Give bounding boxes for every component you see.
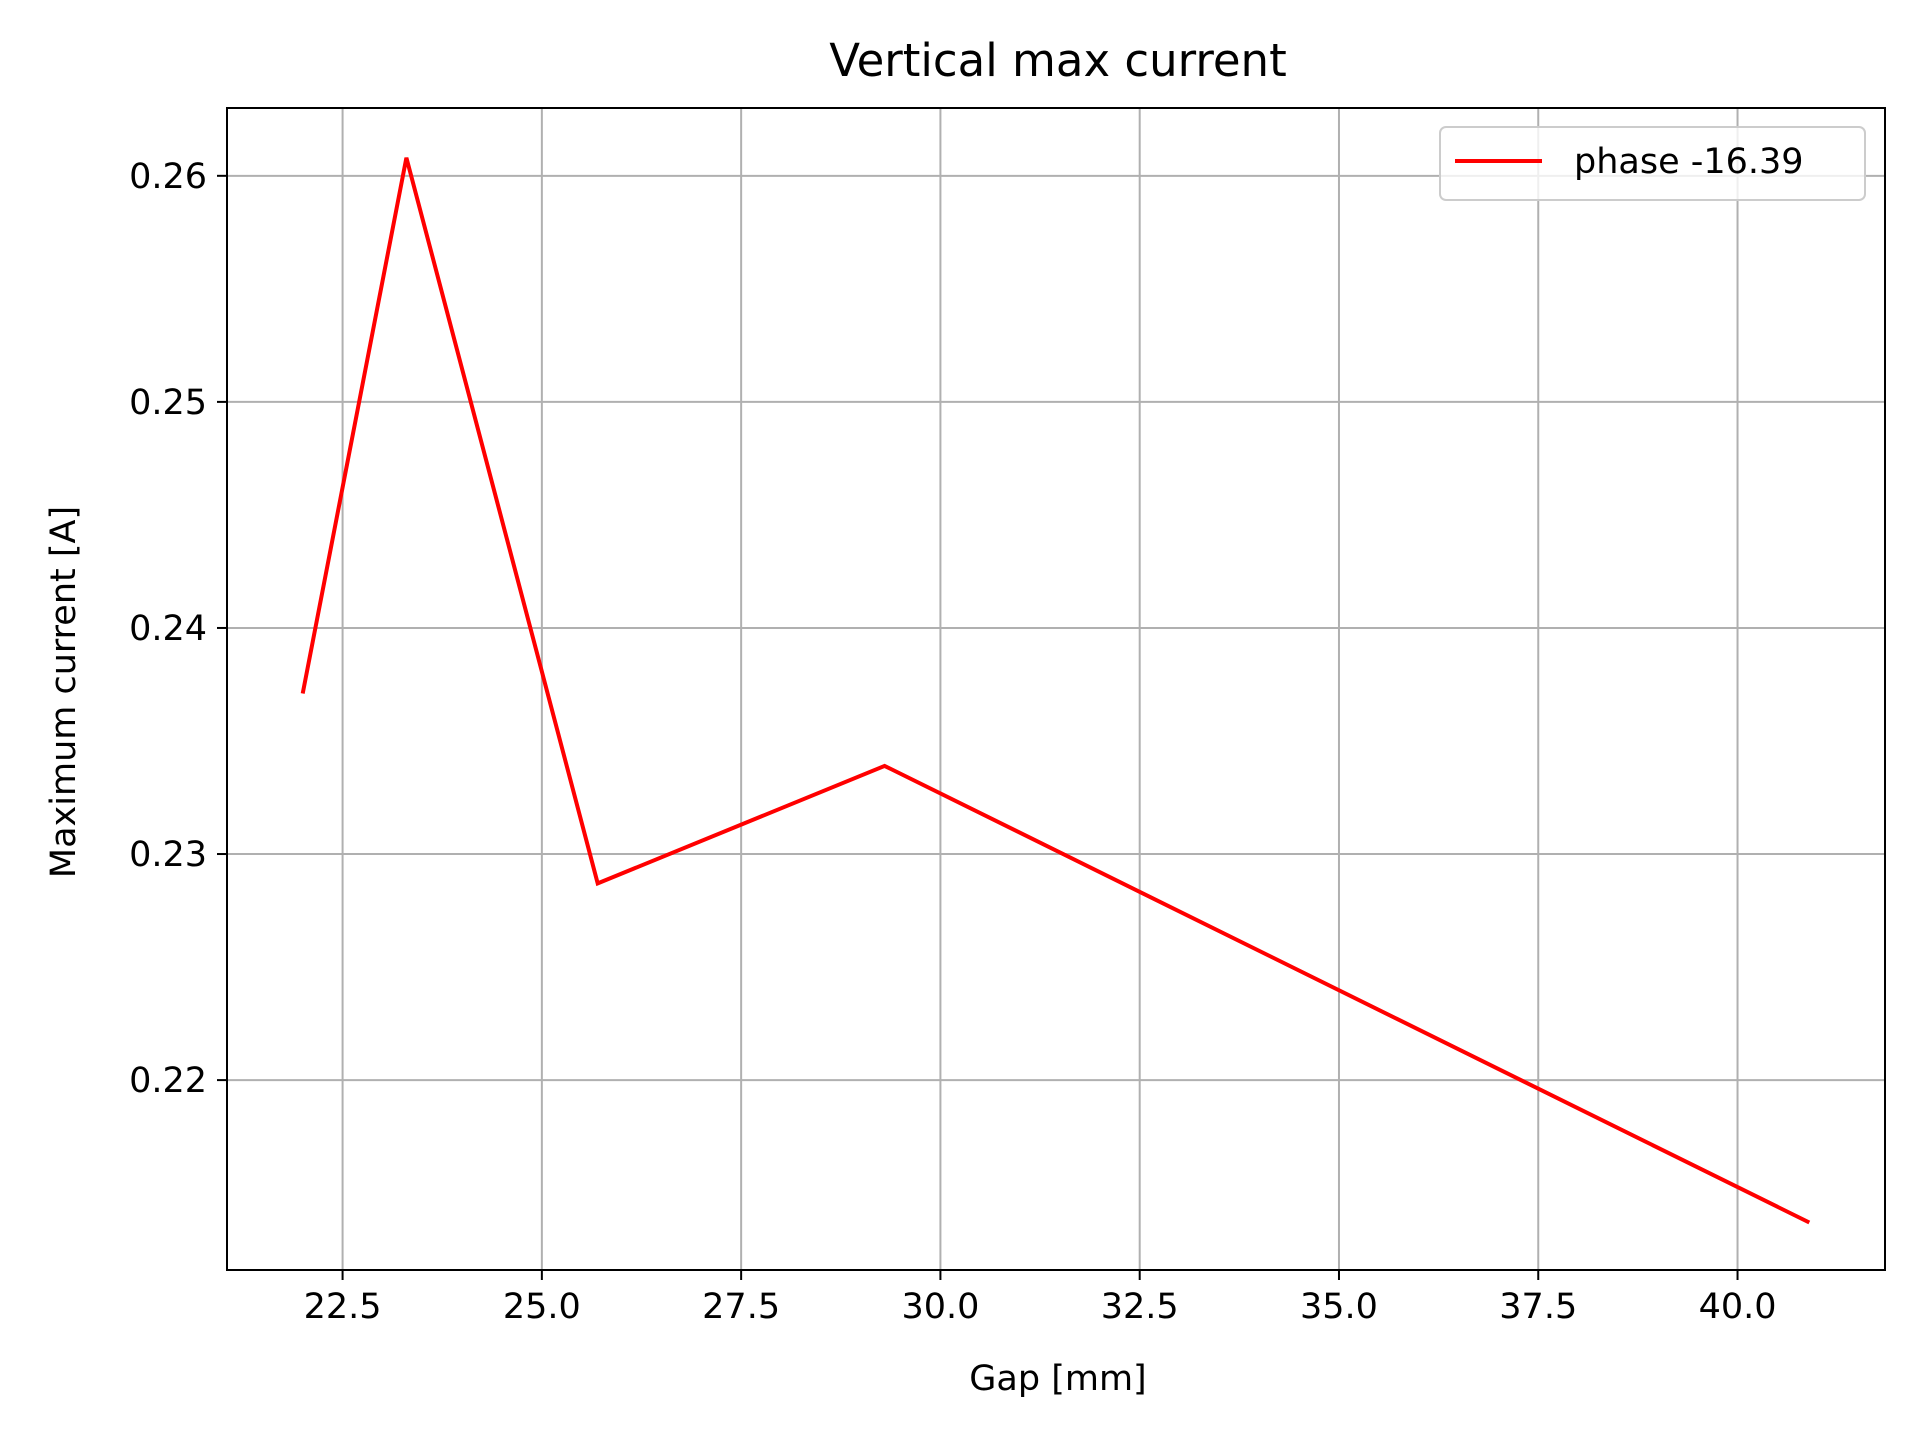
y-axis-ticks: 0.22 0.23 0.24 0.25 0.26 — [129, 157, 227, 1101]
x-tick-label: 25.0 — [503, 1287, 581, 1327]
x-tick-label: 40.0 — [1699, 1287, 1777, 1327]
series-line — [300, 157, 1811, 1225]
x-tick-label: 37.5 — [1499, 1287, 1577, 1327]
x-tick-label: 32.5 — [1101, 1287, 1179, 1327]
y-tick-label: 0.23 — [129, 835, 207, 875]
x-tick-label: 35.0 — [1300, 1287, 1378, 1327]
y-tick-label: 0.22 — [129, 1061, 207, 1101]
x-tick-label: 30.0 — [901, 1287, 979, 1327]
legend: phase -16.39 — [1439, 126, 1866, 201]
legend-box — [1439, 126, 1866, 201]
chart-title: Vertical max current — [829, 34, 1286, 87]
plot-area-frame — [226, 107, 1886, 1271]
y-tick-label: 0.26 — [129, 157, 207, 197]
x-axis-ticks: 22.5 25.0 27.5 30.0 32.5 35.0 37.5 40.0 — [304, 1270, 1777, 1327]
y-tick-label: 0.25 — [129, 383, 207, 423]
x-axis-label: Gap [mm] — [969, 1359, 1146, 1399]
y-tick-label: 0.24 — [129, 609, 207, 649]
y-axis-label: Maximum current [A] — [44, 506, 84, 878]
legend-label: phase -16.39 — [1574, 142, 1804, 182]
series-lines — [300, 157, 1811, 1225]
x-tick-label: 27.5 — [702, 1287, 780, 1327]
x-tick-label: 22.5 — [304, 1287, 382, 1327]
